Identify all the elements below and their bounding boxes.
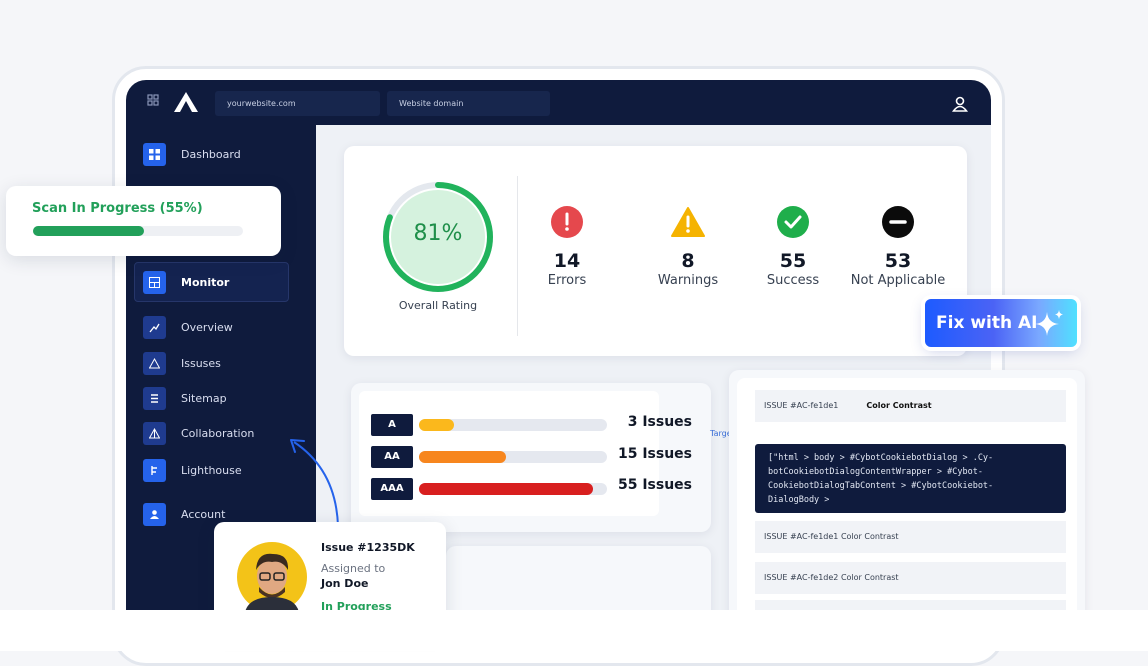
nav-label: Dashboard	[181, 147, 241, 161]
level-badge: A	[371, 414, 413, 436]
avatar	[237, 542, 307, 612]
domain-input[interactable]: Website domain	[387, 91, 550, 116]
url-input[interactable]: yourwebsite.com	[215, 91, 380, 116]
stat-success: 55 Success	[728, 206, 858, 288]
issue-header: ISSUE #AC-fe1de1 Color Contrast	[755, 390, 1066, 422]
nav-item[interactable]: Sitemap	[143, 386, 227, 410]
stat-value: 55	[779, 250, 807, 272]
rating-label: Overall Rating	[398, 299, 478, 312]
status: In Progress	[321, 600, 392, 613]
level-issues: 3 Issues	[627, 414, 692, 430]
fix-ai-button[interactable]: Fix with AI	[925, 299, 1077, 347]
nav-item[interactable]: Account	[143, 502, 225, 526]
scan-card: Scan In Progress (55%)	[6, 186, 281, 256]
nav-item[interactable]: Lighthouse	[143, 458, 242, 482]
nav-item[interactable]: Overview	[143, 315, 233, 339]
divider	[517, 176, 518, 336]
arrow	[290, 439, 339, 527]
nav-label: Lighthouse	[181, 463, 242, 477]
level-badge: AA	[371, 446, 413, 468]
issue-id: ISSUE #AC-fe1de1	[764, 401, 839, 410]
target-label: Target	[710, 429, 735, 438]
issue-number: Issue #1235DK	[321, 541, 415, 554]
nav-item[interactable]: Issuses	[143, 351, 221, 375]
stat-errors: 14 Errors	[502, 206, 632, 288]
assigned-label: Assigned to	[321, 562, 386, 575]
nav-item[interactable]: Dashboard	[143, 142, 241, 166]
rating-value: 81%	[413, 221, 463, 246]
nav-label: Account	[181, 507, 226, 521]
nav-label: Overview	[181, 320, 233, 334]
issue-type: Color Contrast	[866, 401, 932, 410]
scan-label: Scan In Progress (55%)	[32, 201, 203, 216]
stat-label: Warnings	[657, 273, 719, 288]
scan-fill	[33, 226, 144, 236]
stat-value: 53	[884, 250, 912, 272]
level-fill	[419, 419, 454, 431]
stat-na: 53 Not Applicable	[833, 206, 963, 288]
stat-value: 14	[553, 250, 581, 272]
level-track	[419, 419, 607, 431]
nav-item[interactable]: Monitor	[143, 270, 229, 294]
stat-label: Success	[766, 273, 820, 288]
rating-ring	[383, 182, 493, 292]
stat-warnings: 8 Warnings	[623, 206, 753, 288]
bottom-band	[0, 610, 1148, 651]
nav-label: Collaboration	[181, 426, 255, 440]
level-fill	[419, 451, 506, 463]
page: yourwebsite.com Website domain Dashboard…	[0, 66, 1148, 666]
issue-item[interactable]: ISSUE #AC-fe1de2 Color Contrast	[755, 562, 1066, 594]
level-fill	[419, 483, 593, 495]
nav-label: Monitor	[181, 275, 230, 289]
user-icon[interactable]	[952, 96, 968, 112]
nav-item[interactable]: Collaboration	[143, 421, 254, 445]
grid-icon	[147, 94, 159, 106]
logo	[174, 92, 198, 112]
level-issues: 55 Issues	[617, 477, 692, 493]
nav-label: Sitemap	[181, 391, 227, 405]
button-label: Fix with AI	[936, 313, 1038, 333]
stat-label: Not Applicable	[850, 273, 946, 288]
assignee: Jon Doe	[321, 577, 369, 590]
code-block: ["html > body > #CybotCookiebotDialog > …	[755, 444, 1066, 513]
nav-label: Issuses	[181, 356, 221, 370]
issue-item[interactable]: ISSUE #AC-fe1de1 Color Contrast	[755, 521, 1066, 553]
level-issues: 15 Issues	[617, 446, 692, 462]
level-badge: AAA	[371, 478, 413, 500]
stat-label: Errors	[547, 273, 587, 288]
stat-value: 8	[681, 250, 695, 272]
